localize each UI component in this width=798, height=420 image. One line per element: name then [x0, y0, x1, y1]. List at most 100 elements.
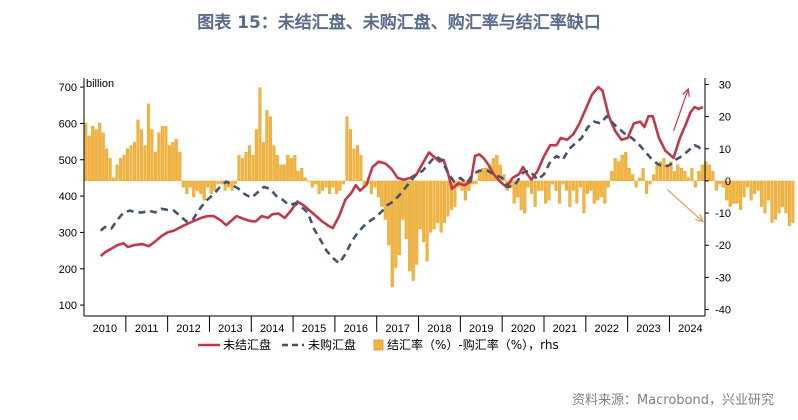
bar: [432, 180, 436, 230]
bar: [422, 180, 426, 243]
y-tick-label-left: 600: [59, 118, 77, 130]
bar: [449, 180, 454, 210]
bar: [282, 164, 286, 182]
bar: [268, 116, 272, 182]
bar: [171, 142, 175, 182]
bar: [725, 180, 729, 201]
bar: [679, 167, 683, 182]
bar: [244, 151, 248, 182]
bar: [530, 180, 534, 194]
bar: [303, 177, 307, 182]
bar: [418, 180, 422, 230]
bar: [770, 180, 774, 223]
bar: [652, 174, 656, 182]
bar: [463, 180, 467, 201]
bar: [174, 138, 178, 182]
bar: [119, 158, 123, 182]
legend-label-bar: 结汇率（%）-购汇率（%），rhs: [387, 337, 559, 352]
bar: [355, 145, 360, 182]
bar: [115, 164, 119, 182]
bar: [84, 122, 88, 182]
bar: [773, 180, 778, 220]
y-tick-label-right: 30: [719, 79, 731, 91]
bar: [787, 180, 791, 227]
bar: [397, 180, 401, 256]
bar: [759, 180, 764, 207]
bar: [251, 155, 255, 182]
bar: [474, 180, 478, 185]
bar: [139, 129, 144, 182]
bar: [345, 116, 349, 182]
bar: [718, 180, 722, 185]
source-note: 资料来源：Macrobond，兴业研究: [571, 393, 774, 408]
bar: [568, 180, 572, 207]
bar: [112, 177, 116, 182]
y-tick-label-left: 400: [59, 191, 77, 203]
bar: [627, 167, 631, 182]
bar: [272, 145, 276, 182]
bar: [199, 180, 203, 194]
bar: [98, 122, 102, 182]
bar: [300, 167, 304, 182]
bar: [220, 180, 224, 185]
y-tick-label-right: -30: [715, 272, 731, 284]
bar: [735, 180, 739, 204]
bar: [477, 171, 481, 182]
bar: [658, 161, 663, 182]
x-tick-label: 2012: [176, 323, 200, 335]
bar: [143, 145, 147, 182]
bar: [289, 158, 293, 182]
annotation-arrowhead-1: [682, 87, 690, 97]
bar: [341, 180, 346, 185]
x-tick-label: 2014: [260, 323, 284, 335]
bar: [321, 180, 325, 191]
bar: [707, 164, 711, 182]
bar: [373, 180, 377, 188]
bar: [415, 180, 419, 265]
bar: [784, 180, 788, 214]
bar: [185, 180, 189, 194]
y-tick-label-right: -20: [715, 240, 731, 252]
bar: [404, 180, 408, 239]
bar: [157, 132, 161, 182]
bar: [146, 103, 151, 182]
x-tick-label: 2017: [385, 323, 409, 335]
bar: [683, 171, 687, 182]
bar: [387, 180, 391, 246]
bar: [213, 180, 217, 191]
bar: [408, 180, 412, 272]
y-tick-label-right: 0: [725, 176, 731, 188]
bar: [624, 151, 628, 182]
bar: [359, 155, 363, 182]
bar: [188, 180, 192, 188]
bar: [732, 180, 736, 204]
bar: [324, 180, 328, 188]
legend-label-line1: 未结汇盘: [223, 337, 271, 352]
bar: [286, 155, 290, 182]
bar: [129, 145, 133, 182]
x-tick-label: 2021: [553, 323, 577, 335]
bar: [749, 180, 753, 201]
y-tick-label-right: -40: [715, 305, 731, 317]
annotation-arrowhead-2: [695, 213, 704, 223]
bar: [777, 180, 781, 214]
bar: [390, 180, 394, 288]
chart-title: 图表 15：未结汇盘、未购汇盘、购汇率与结汇率缺口: [197, 13, 601, 33]
bar: [91, 126, 95, 182]
annotation-arrow-2: [666, 189, 704, 222]
bar: [202, 180, 206, 201]
bar: [780, 180, 784, 207]
bar: [547, 180, 551, 201]
bar: [181, 180, 185, 188]
bar: [742, 180, 746, 198]
bar: [307, 180, 311, 182]
bar: [756, 180, 760, 191]
y-tick-label-left: 500: [59, 155, 77, 167]
bar: [436, 180, 440, 223]
bar: [348, 129, 353, 182]
y-tick-label-left: 700: [59, 82, 77, 94]
unit-label: billion: [86, 78, 114, 90]
bar: [258, 87, 262, 182]
bar: [617, 161, 621, 182]
bar: [519, 180, 523, 210]
